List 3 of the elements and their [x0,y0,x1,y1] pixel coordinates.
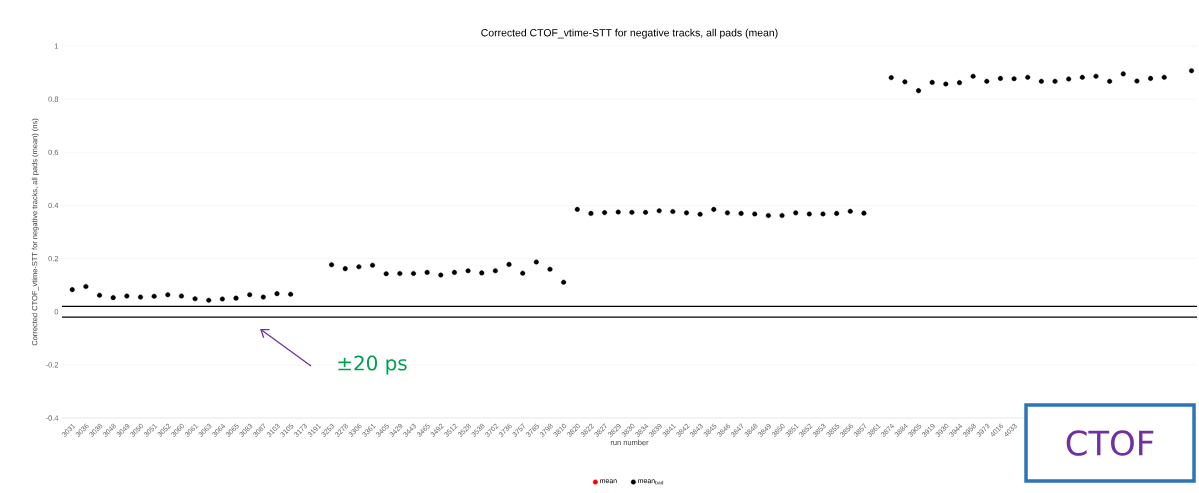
chart-title: Corrected CTOF_vtime-STT for negative tracks, all pads (mean) [481,28,778,39]
text: CTOF [1066,430,1154,456]
annotation: ±20 ps [338,355,407,375]
